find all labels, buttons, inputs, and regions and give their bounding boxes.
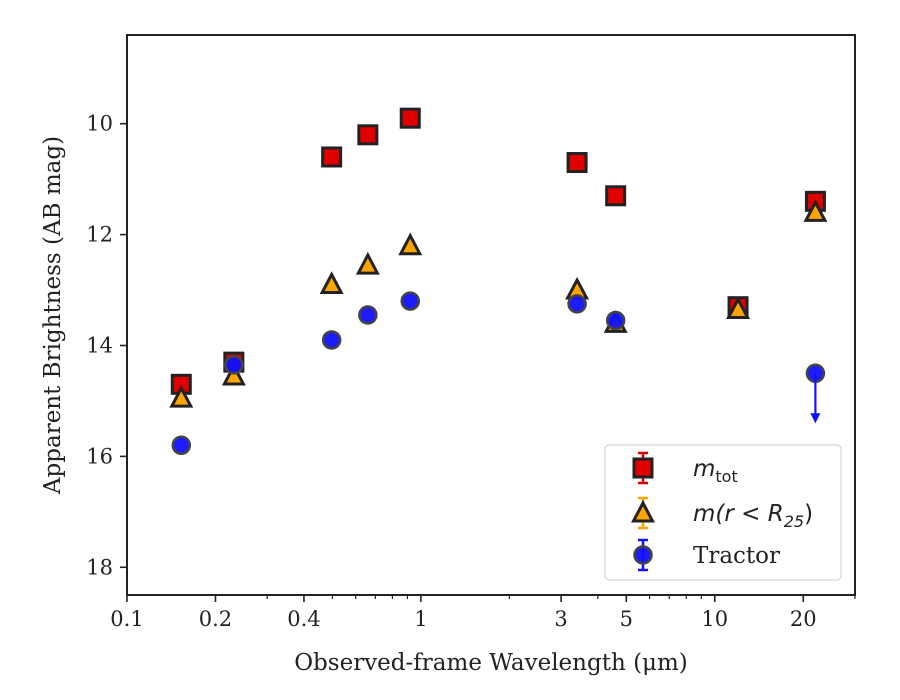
triangle-point: [726, 296, 751, 319]
x-tick-label: 20: [790, 607, 817, 631]
y-tick-label: 14: [86, 333, 113, 357]
triangle-point: [319, 271, 344, 295]
circle-point: [321, 330, 342, 350]
x-tick-label: 0.1: [110, 607, 143, 631]
legend: mtot m(r < R25) Tractor: [604, 444, 842, 581]
y-tick-label: 12: [86, 223, 113, 247]
x-tick-label: 0.2: [199, 607, 232, 631]
legend-label: mtot: [693, 456, 738, 486]
series-0: [170, 107, 826, 395]
legend-marker-triangle: [631, 499, 655, 523]
x-tick-label: 3: [554, 607, 567, 631]
circle-point: [567, 294, 587, 314]
x-tick-label: 1: [414, 607, 427, 631]
triangle-point: [355, 251, 380, 275]
circle-point: [358, 305, 378, 325]
legend-frame: [604, 444, 842, 581]
legend-label: Tractor: [693, 543, 780, 569]
legend-marker-square: [632, 457, 654, 479]
y-tick-label: 16: [86, 444, 113, 468]
series-2: [171, 291, 826, 456]
legend-marker-circle: [633, 545, 653, 565]
circle-point: [400, 291, 420, 311]
x-tick-label: 0.4: [287, 607, 320, 631]
upper-limit-arrow-head: [810, 413, 821, 424]
square-point: [321, 146, 343, 168]
x-axis-label: Observed-frame Wavelength (μm): [294, 650, 688, 676]
circle-point: [224, 355, 244, 375]
triangle-point: [803, 199, 828, 222]
ticks: 0.1 0.2 0.4 1 3 5 10 20 10 12 14 16 18: [86, 112, 856, 631]
triangle-point: [398, 232, 423, 256]
circle-point: [171, 435, 192, 456]
circle-point: [605, 310, 626, 331]
y-tick-label: 18: [86, 555, 113, 579]
y-axis-label: Apparent Brightness (AB mag): [40, 136, 66, 495]
x-tick-label: 5: [620, 607, 633, 631]
square-point: [399, 107, 421, 129]
triangle-point: [169, 384, 194, 408]
triangle-point: [221, 362, 246, 386]
square-point: [605, 185, 627, 207]
legend-label: m(r < R25): [693, 501, 813, 531]
plot-frame: [126, 34, 856, 596]
y-tick-label: 10: [86, 112, 113, 136]
chart-marks: [169, 107, 828, 456]
x-tick-label: 10: [701, 607, 728, 631]
series-1: [169, 199, 828, 408]
square-point: [357, 124, 379, 146]
square-point: [566, 152, 588, 174]
